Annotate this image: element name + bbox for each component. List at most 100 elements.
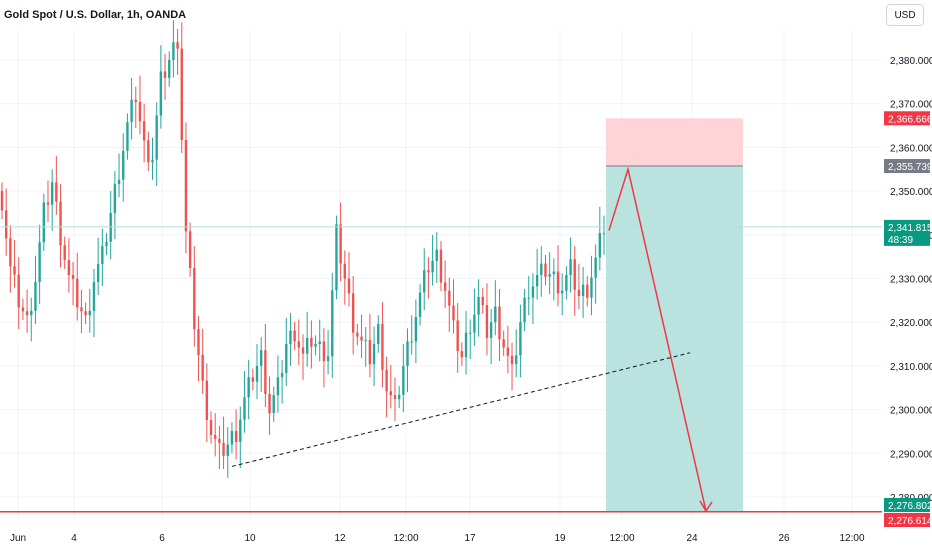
candle-body [469, 332, 472, 334]
candle-body [239, 419, 242, 442]
candle-body [331, 290, 334, 357]
candle-body [590, 277, 593, 298]
candle-body [356, 332, 359, 337]
candle-body [502, 339, 505, 348]
candle-body [360, 336, 363, 341]
candle-body [234, 431, 238, 442]
candle-body [481, 296, 484, 306]
candle-body [96, 264, 100, 282]
candle-body [535, 275, 539, 287]
time-axis[interactable]: Jun 4 6 10 12 12:00 17 19 12:00 24 26 12:00 [10, 533, 865, 544]
candle-body [243, 397, 246, 420]
dashed-trendline [231, 352, 691, 467]
drawings [0, 166, 882, 513]
candle-body [305, 337, 309, 354]
candle-body [276, 377, 280, 396]
arrow-head [699, 500, 713, 513]
candle-body [230, 431, 234, 445]
candle-body [418, 292, 422, 317]
time-tick-label: 4 [71, 533, 77, 544]
candle-body [285, 344, 288, 373]
candle-body [59, 201, 62, 246]
candle-body [548, 274, 551, 277]
candle-body [427, 270, 430, 273]
price-tick-label: 2,380.000 [890, 56, 932, 67]
candle-body [594, 257, 597, 278]
candle-body [122, 150, 125, 180]
candle-body [63, 245, 66, 261]
candle-body [552, 271, 556, 275]
candle-body [193, 268, 196, 330]
candle-body [439, 249, 443, 283]
candle-body [188, 231, 192, 269]
candle-body [172, 42, 175, 60]
candle-body [268, 393, 271, 414]
candle-body [389, 391, 392, 396]
price-label-box [884, 498, 930, 512]
candle-body [251, 377, 255, 382]
candle-body [214, 434, 217, 439]
candle-body [335, 224, 338, 291]
candle-body [197, 329, 200, 355]
candle-body [138, 101, 142, 122]
candle-body [443, 282, 447, 291]
candle-body [531, 286, 535, 298]
candle-body [577, 289, 581, 296]
candle-body [364, 340, 367, 342]
candle-body [489, 322, 493, 338]
candle-body [397, 394, 401, 400]
candle-body [540, 263, 543, 276]
candle-body [218, 438, 221, 443]
candle-body [452, 305, 455, 321]
candle-body [17, 274, 20, 308]
price-label-box [884, 111, 930, 126]
candle-body [402, 365, 405, 395]
candle-body [176, 42, 179, 49]
candle-body [510, 355, 514, 365]
currency-button[interactable]: USD [886, 4, 924, 26]
candle-body [105, 241, 108, 247]
candle-body [101, 246, 104, 265]
candle-body [80, 307, 83, 312]
candle-body [113, 184, 117, 213]
candle-body [293, 330, 296, 342]
candle-body [272, 395, 275, 414]
candle-body [209, 420, 213, 435]
candle-body [255, 365, 259, 382]
candle-body [602, 233, 606, 235]
candle-body [460, 351, 464, 358]
candle-body [4, 210, 8, 239]
price-tick-label: 2,310.000 [890, 362, 932, 373]
candle-body [226, 444, 229, 456]
candle-body [565, 275, 568, 291]
candle-body [544, 263, 547, 277]
time-tick-label: 10 [244, 533, 256, 544]
candle-body [410, 341, 413, 343]
candle-body [38, 242, 41, 282]
candle-body [343, 263, 347, 279]
candle-body [109, 212, 112, 242]
candle-body [259, 350, 263, 366]
candle-body [523, 297, 526, 323]
candle-body [519, 322, 522, 356]
time-tick-label: 24 [686, 533, 698, 544]
candle-body [586, 284, 589, 298]
candle-body [130, 99, 133, 123]
candle-body [569, 259, 572, 276]
candle-body [310, 337, 313, 347]
candle-body [147, 140, 150, 163]
price-tick-label: 2,320.000 [890, 318, 932, 329]
candle-body [527, 297, 530, 299]
candle-body [55, 182, 58, 202]
candle-body [314, 344, 317, 347]
countdown-label: 48:39 [888, 235, 913, 246]
candle-body [477, 296, 480, 315]
price-tick-label: 2,350.000 [890, 187, 932, 198]
candle-body [134, 99, 137, 102]
candle-body [598, 233, 602, 258]
candle-body [385, 369, 388, 392]
candle-body [435, 249, 438, 262]
time-tick-label: Jun [10, 533, 26, 544]
